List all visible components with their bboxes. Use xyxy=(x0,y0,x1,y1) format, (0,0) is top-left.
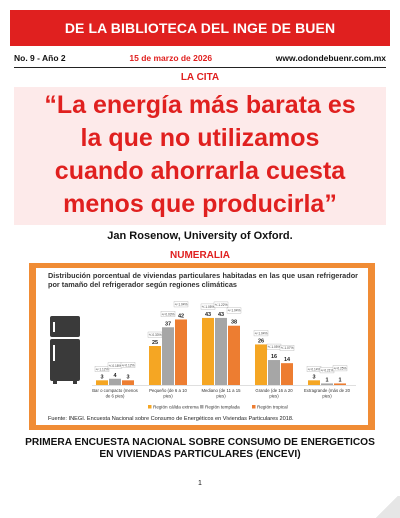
margin-of-error-box xyxy=(332,365,348,372)
header-divider xyxy=(14,67,386,68)
category-label: de 6 pies) xyxy=(106,394,125,399)
bar-value-label: 3 xyxy=(312,374,315,380)
margin-of-error-label: +/-0.14% xyxy=(308,367,321,371)
survey-title-line: EN VIVIENDAS PARTICULARES (ENCEVI) xyxy=(99,449,301,460)
bar-value-label: 4 xyxy=(113,373,117,379)
bar xyxy=(281,363,293,385)
quote-line: “La energía más barata es xyxy=(44,91,356,119)
bar xyxy=(96,380,108,385)
margin-of-error-box xyxy=(120,362,136,368)
margin-of-error-box xyxy=(279,345,295,351)
page-number: 1 xyxy=(198,480,202,487)
header-banner: DE LA BIBLIOTECA DEL INGE DE BUEN xyxy=(10,10,390,46)
margin-of-error-label: +/-1.05% xyxy=(268,345,281,349)
margin-of-error-box xyxy=(173,301,189,308)
bar xyxy=(175,319,187,385)
quote-line: menos que producirla” xyxy=(63,190,337,218)
margin-of-error-box xyxy=(253,330,269,337)
margin-of-error-label: +/-1.22% xyxy=(215,303,228,307)
legend-swatch xyxy=(252,405,256,409)
category-label: pies) xyxy=(269,394,279,399)
bar xyxy=(268,360,280,385)
quote-section-label: LA CITA xyxy=(180,72,220,83)
bar-value-label: 26 xyxy=(258,338,264,344)
bar xyxy=(255,344,267,385)
bars-layer: 3 +/-1.12% 4 +/-0.18% 3 +/-0.12% Bar o compact… xyxy=(92,301,351,399)
bar-value-label: 43 xyxy=(218,312,224,318)
category-label: pies) xyxy=(163,394,173,399)
quote-box xyxy=(14,87,386,225)
margin-of-error-label: +/-1.04% xyxy=(175,302,188,306)
bar xyxy=(334,383,346,385)
margin-of-error-box xyxy=(213,301,229,308)
bar-value-label: 25 xyxy=(152,340,158,346)
margin-of-error-label: +/-0.21% xyxy=(321,368,334,372)
legend: Región cálida extrema Región templada Regi… xyxy=(148,405,288,410)
newsletter-title: DE LA BIBLIOTECA DEL INGE DE BUEN xyxy=(64,20,336,36)
legend-swatch xyxy=(200,405,204,409)
bar xyxy=(228,325,240,385)
bar-value-label: 16 xyxy=(271,354,277,360)
margin-of-error-label: +/-1.12% xyxy=(96,367,109,371)
bar-value-label: 43 xyxy=(205,312,211,318)
bar xyxy=(109,378,121,385)
quote-author: Jan Rosenow, University of Oxford. xyxy=(107,230,293,242)
category-label: Mediano (de 11 a 15 xyxy=(201,388,241,393)
bar xyxy=(215,317,227,385)
quote-line: cuando ahorrarla cuesta xyxy=(54,157,346,185)
bar-value-label: 37 xyxy=(165,321,171,327)
legend-label: Región tropical xyxy=(257,405,288,410)
margin-of-error-label: +/-0.18% xyxy=(109,364,122,368)
bar-value-label: 3 xyxy=(100,374,103,380)
category-label: Grande (de 16 a 20 xyxy=(255,388,293,393)
numeralia-section-label: NUMERALIA xyxy=(170,250,230,261)
issue-number: No. 9 - Año 2 xyxy=(14,53,66,63)
bar xyxy=(149,346,161,385)
bar-chart: 3 +/-1.12% 4 +/-0.18% 3 +/-0.12% Bar o compact… xyxy=(50,301,356,410)
margin-of-error-label: +/-0.12% xyxy=(122,363,135,367)
chart-title: Distribución porcentual de viviendas par… xyxy=(48,271,358,289)
bar-value-label: 42 xyxy=(178,313,184,319)
bar-value-label: 1 xyxy=(338,377,341,383)
bar xyxy=(321,383,333,385)
margin-of-error-label: +/-0.03% xyxy=(162,312,175,316)
category-label: pies) xyxy=(322,394,332,399)
margin-of-error-box xyxy=(226,307,242,314)
bar xyxy=(122,380,134,385)
margin-of-error-label: +/-0.25% xyxy=(334,366,347,370)
page-fold-corner xyxy=(374,496,400,518)
bar-value-label: 1 xyxy=(325,377,328,383)
issue-date: 15 de marzo de 2026 xyxy=(129,53,213,63)
legend-swatch xyxy=(148,405,152,409)
margin-of-error-box xyxy=(94,366,110,372)
category-label: Extragrande (más de 20 xyxy=(304,388,351,393)
margin-of-error-label: +/-0.33% xyxy=(149,333,162,337)
bar-value-label: 14 xyxy=(284,357,291,363)
bar xyxy=(202,317,214,385)
bar-value-label: 3 xyxy=(126,374,129,380)
margin-of-error-label: +/-1.04% xyxy=(255,331,268,335)
chart-source: Fuente: INEGI. Encuesta Nacional sobre C… xyxy=(48,416,294,422)
survey-title: PRIMERA ENCUESTA NACIONAL SOBRE CONSUMO … xyxy=(20,437,380,461)
survey-title-line: PRIMERA ENCUESTA NACIONAL SOBRE CONSUMO … xyxy=(25,437,375,448)
quote-line: la que no utilizamos xyxy=(80,124,320,152)
margin-of-error-label: +/-1.07% xyxy=(281,346,294,350)
category-label: Pequeño (de 6 a 10 xyxy=(149,388,187,393)
category-label: Bar o compacto (menos xyxy=(92,388,138,393)
bar xyxy=(162,327,174,385)
refrigerator-icon xyxy=(50,316,80,384)
issue-info-bar: No. 9 - Año 2 15 de marzo de 2026 www.od… xyxy=(14,51,386,65)
margin-of-error-label: +/-1.05% xyxy=(202,305,215,309)
bar xyxy=(308,380,320,385)
legend-label: Región templada xyxy=(205,405,240,410)
quote-text: “La energía más barata es la que no util… xyxy=(14,89,386,221)
website-link[interactable]: www.odondebuenr.com.mx xyxy=(275,53,386,63)
bar-value-label: 38 xyxy=(231,320,237,326)
margin-of-error-box xyxy=(160,311,176,317)
legend-label: Región cálida extrema xyxy=(153,405,199,410)
margin-of-error-label: +/-1.04% xyxy=(228,309,241,313)
category-label: pies) xyxy=(216,394,226,399)
